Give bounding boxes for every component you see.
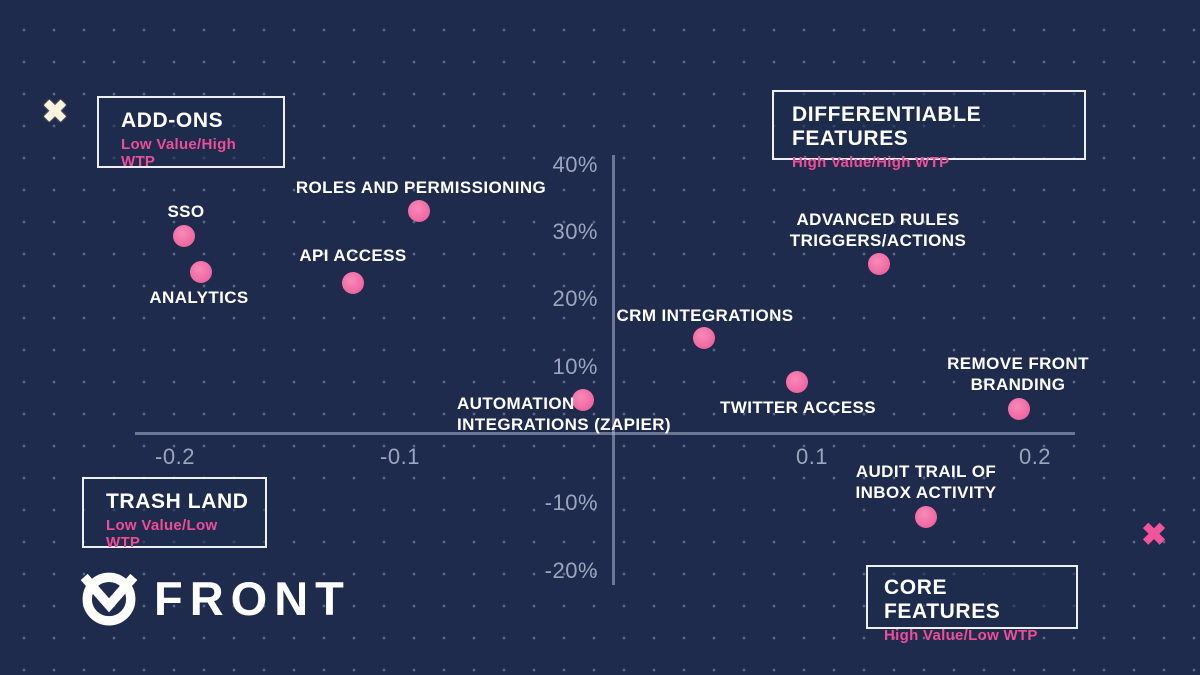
point-label-sso: SSO [167, 202, 205, 221]
pink-cross-icon: ✖ [1141, 517, 1167, 552]
point-label-remove-front-branding: REMOVE FRONT BRANDING [947, 354, 1089, 394]
y-tick-30: 30% [552, 219, 598, 244]
x-tick-neg01: -0.1 [380, 444, 420, 469]
point-dot-remove-front-branding [1008, 398, 1030, 420]
y-tick-20: 20% [552, 286, 598, 311]
point-label-automation-integrations: AUTOMATION INTEGRATIONS (ZAPIER) [457, 394, 671, 434]
point-dot-audit-trail [915, 506, 937, 528]
x-tick-02: 0.2 [1018, 444, 1052, 469]
point-dot-crm-integrations [693, 327, 715, 349]
point-label-roles-and-permissioning: ROLES AND PERMISSIONING [295, 178, 547, 197]
point-dot-analytics [190, 261, 212, 283]
y-axis-line [612, 155, 615, 585]
quadrant-subtitle: High Value/Low WTP [884, 627, 1038, 645]
point-dot-advanced-rules [868, 253, 890, 275]
quadrant-title: DIFFERENTIABLE FEATURES [792, 103, 982, 151]
point-dot-sso [173, 225, 195, 247]
front-logo-text: FRONT [154, 571, 351, 625]
point-dot-api-access [342, 272, 364, 294]
point-label-advanced-rules: ADVANCED RULES TRIGGERS/ACTIONS [789, 210, 967, 250]
front-logo-icon [80, 572, 138, 626]
front-logo: FRONT [80, 568, 351, 626]
quadrant-box-trash-land: TRASH LAND Low Value/Low WTP [82, 477, 267, 552]
quadrant-box-add-ons: ADD-ONS Low Value/High WTP [97, 96, 285, 171]
point-label-crm-integrations: CRM INTEGRATIONS [616, 306, 794, 325]
quadrant-subtitle: Low Value/High WTP [121, 136, 237, 171]
y-tick-neg20: -20% [544, 558, 598, 583]
quadrant-subtitle: High Value/High WTP [792, 154, 950, 172]
point-dot-twitter-access [786, 371, 808, 393]
y-tick-10: 10% [552, 354, 598, 379]
quadrant-box-differentiable-features: DIFFERENTIABLE FEATURES High Value/High … [772, 90, 1086, 171]
y-tick-40: 40% [552, 152, 598, 177]
point-label-api-access: API ACCESS [299, 246, 407, 265]
x-axis-line [135, 432, 1075, 435]
quadrant-title: ADD-ONS [121, 109, 224, 132]
quadrant-title: TRASH LAND [106, 490, 249, 513]
x-tick-neg02: -0.2 [155, 444, 195, 469]
white-cross-icon: ✖ [42, 94, 68, 129]
quadrant-subtitle: Low Value/Low WTP [106, 517, 218, 552]
y-tick-neg10: -10% [544, 490, 598, 515]
quadrant-title: CORE FEATURES [884, 576, 1001, 624]
x-tick-01: 0.1 [795, 444, 829, 469]
point-dot-roles-and-permissioning [408, 200, 430, 222]
point-label-analytics: ANALYTICS [149, 288, 249, 307]
point-label-twitter-access: TWITTER ACCESS [719, 398, 877, 417]
point-label-audit-trail: AUDIT TRAIL OF INBOX ACTIVITY [855, 462, 997, 502]
point-dot-automation-integrations [572, 389, 594, 411]
quadrant-box-core-features: CORE FEATURES High Value/Low WTP [866, 565, 1078, 644]
